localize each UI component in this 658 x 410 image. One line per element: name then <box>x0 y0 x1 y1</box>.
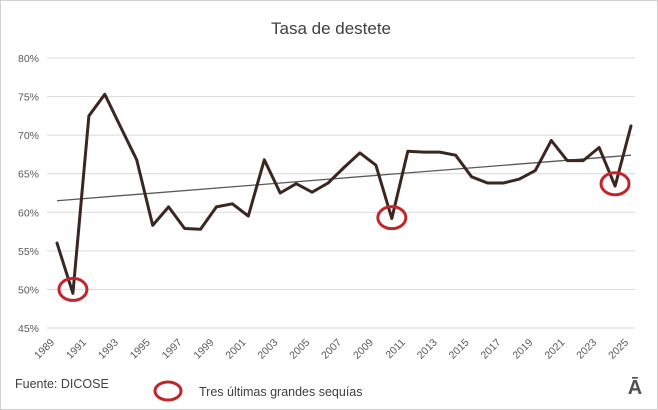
x-tick-label: 2013 <box>415 337 440 362</box>
series-layer <box>55 92 633 295</box>
grid-layer <box>47 57 635 329</box>
x-tick-label: 2019 <box>510 337 535 362</box>
x-tick-label: 1989 <box>32 337 57 362</box>
legend-marker <box>153 380 183 402</box>
x-tick-label: 1993 <box>96 337 121 362</box>
x-tick-label: 1991 <box>64 337 89 362</box>
x-tick-label: 1997 <box>160 337 185 362</box>
drought-highlight-circle <box>57 276 89 302</box>
x-tick-label: 2007 <box>319 337 344 362</box>
y-tick-label: 70% <box>18 130 39 142</box>
source-note: Fuente: DICOSE <box>15 377 109 391</box>
chart-title: Tasa de destete <box>271 19 391 38</box>
x-tick-label: 2017 <box>479 337 504 362</box>
logo-mark: Ā <box>628 377 642 399</box>
x-axis-ticks: 1989 1991 1993 1995 1997 1999 2001 2003 2005 2007… <box>32 337 631 362</box>
y-tick-label: 55% <box>18 246 39 258</box>
trendline-layer <box>56 154 632 202</box>
x-tick-label: 2001 <box>223 337 248 362</box>
highlight-layer <box>57 171 631 302</box>
x-tick-label: 2021 <box>542 337 567 362</box>
x-tick-label: 2009 <box>351 337 376 362</box>
y-axis-ticks: 45% 50% 55% 60% 65% 70% 75% 80% <box>18 53 39 335</box>
y-tick-label: 50% <box>18 284 39 296</box>
y-tick-label: 45% <box>18 323 39 335</box>
x-tick-label: 2003 <box>255 337 280 362</box>
x-tick-label: 2005 <box>287 337 312 362</box>
x-tick-label: 2025 <box>606 337 631 362</box>
y-tick-label: 75% <box>18 92 39 104</box>
series-line <box>55 92 633 295</box>
y-tick-label: 60% <box>18 207 39 219</box>
x-tick-label: 1999 <box>192 337 217 362</box>
drought-highlight-circle <box>376 205 408 231</box>
x-tick-label: 2015 <box>447 337 472 362</box>
y-tick-label: 65% <box>18 169 39 181</box>
y-tick-label: 80% <box>18 53 39 65</box>
trendline <box>56 154 632 202</box>
x-tick-label: 2023 <box>574 337 599 362</box>
x-tick-label: 1995 <box>128 337 153 362</box>
legend-label: Tres últimas grandes sequías <box>199 385 363 399</box>
x-tick-label: 2011 <box>383 337 408 362</box>
drought-highlight-circle <box>599 171 631 197</box>
